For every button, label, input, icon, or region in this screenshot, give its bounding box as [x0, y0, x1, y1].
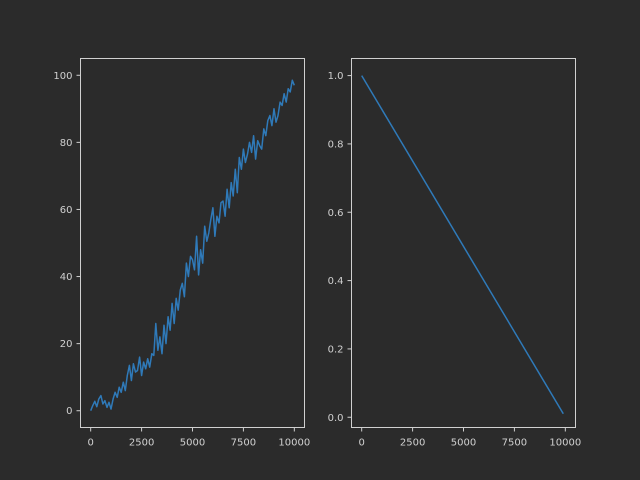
- right-plot: 0 2500 5000 7500 10000 0.0 0.2 0.4 0.6 0.8 1.0: [328, 58, 581, 449]
- right-y-tick-label: 0.0: [328, 413, 344, 424]
- left-y-tick-label: 60: [60, 205, 73, 216]
- right-y-tick-label: 0.8: [328, 139, 344, 150]
- left-x-tick-label: 5000: [180, 438, 205, 449]
- right-x-axis: 0 2500 5000 7500 10000: [358, 427, 581, 449]
- right-y-tick-label: 0.4: [328, 276, 344, 287]
- right-y-tick-label: 1.0: [328, 71, 344, 82]
- left-x-axis: 0 2500 5000 7500 10000: [87, 427, 310, 449]
- right-y-tick-label: 0.6: [328, 208, 344, 219]
- right-series-line: [361, 75, 564, 415]
- right-x-tick-label: 10000: [549, 438, 581, 449]
- left-x-tick-label: 10000: [278, 438, 310, 449]
- right-x-tick-label: 7500: [502, 438, 527, 449]
- left-x-tick-label: 0: [87, 438, 93, 449]
- right-x-tick-label: 2500: [400, 438, 425, 449]
- left-plot-area: [80, 58, 305, 428]
- left-y-tick-label: 80: [60, 138, 73, 149]
- right-y-axis: 0.0 0.2 0.4 0.6 0.8 1.0: [328, 71, 352, 424]
- left-plot: 0 2500 5000 7500 10000 0 20 40 60 80 100: [53, 58, 310, 449]
- left-y-tick-label: 40: [60, 272, 73, 283]
- right-x-tick-label: 0: [358, 438, 364, 449]
- left-y-tick-label: 100: [53, 71, 72, 82]
- left-y-tick-label: 0: [66, 406, 72, 417]
- right-y-tick-label: 0.2: [328, 344, 344, 355]
- left-y-tick-label: 20: [60, 339, 73, 350]
- left-series-line: [90, 79, 295, 411]
- left-x-tick-label: 7500: [231, 438, 256, 449]
- right-x-tick-label: 5000: [451, 438, 476, 449]
- left-x-tick-label: 2500: [129, 438, 154, 449]
- left-y-axis: 0 20 40 60 80 100: [53, 71, 81, 417]
